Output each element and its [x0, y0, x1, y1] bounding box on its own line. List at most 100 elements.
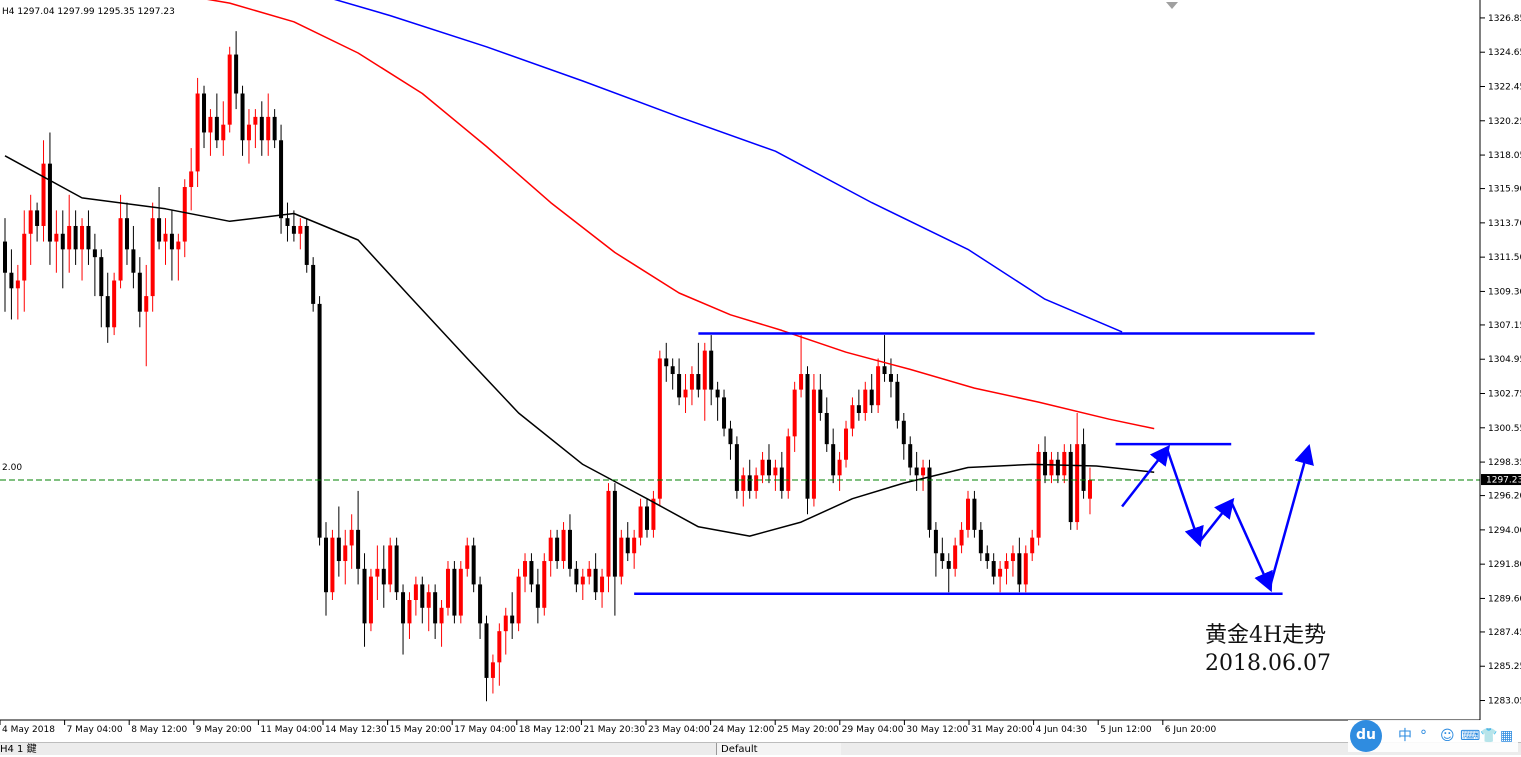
candle-body — [664, 358, 669, 367]
candle — [118, 194, 123, 289]
candle-body — [561, 529, 566, 562]
candle — [189, 148, 194, 211]
candle — [1081, 428, 1086, 499]
candle — [837, 451, 842, 491]
candle — [593, 553, 598, 600]
y-tick-label: 1291.80 — [1488, 560, 1521, 570]
candle-body — [998, 568, 1003, 577]
candle-body — [619, 537, 624, 577]
candle-body — [1049, 459, 1054, 476]
candle-body — [253, 116, 258, 125]
candle-body — [760, 459, 765, 476]
candle-body — [324, 537, 328, 593]
candle — [998, 561, 1003, 593]
candle-body — [272, 116, 277, 141]
candle — [1075, 412, 1080, 530]
moving-average-lines — [4, 0, 1155, 537]
candle-body — [953, 545, 958, 569]
projection-arrow[interactable] — [1198, 497, 1235, 544]
candle-body — [137, 272, 142, 312]
projection-arrow[interactable] — [1268, 444, 1314, 588]
chinese-mode-icon[interactable]: 中 — [1398, 728, 1412, 744]
candle — [73, 210, 78, 265]
candle-body — [1075, 444, 1080, 523]
candle-body — [741, 475, 746, 491]
y-tick-label: 1311.50 — [1488, 253, 1521, 263]
candle — [15, 264, 20, 320]
candle — [542, 553, 547, 616]
candle — [683, 374, 688, 413]
y-tick-label: 1285.25 — [1488, 662, 1521, 672]
candle-body — [157, 218, 162, 242]
candle — [426, 584, 431, 632]
chart-shift-marker-icon[interactable] — [1166, 2, 1178, 9]
candle — [490, 654, 495, 694]
candle — [157, 187, 162, 250]
candle-body — [381, 568, 386, 585]
skin-icon[interactable]: 👕 — [1480, 728, 1498, 744]
candle-body — [921, 467, 926, 476]
candle — [966, 490, 970, 538]
candle-body — [291, 225, 296, 234]
candle-body — [555, 537, 560, 562]
x-tick-label: 23 May 04:00 — [648, 725, 710, 735]
candle — [407, 592, 412, 639]
candle — [535, 568, 540, 624]
candle — [298, 218, 303, 250]
candle-body — [927, 467, 932, 530]
baidu-logo-icon[interactable]: du — [1350, 720, 1382, 752]
candle — [921, 459, 926, 491]
candle — [324, 522, 328, 616]
candle-body — [317, 303, 322, 538]
keyboard-icon[interactable]: ⌨ — [1460, 728, 1481, 744]
candle — [259, 101, 264, 156]
candle-body — [484, 623, 489, 678]
candle — [529, 553, 534, 593]
toolbox-icon[interactable]: ▦ — [1500, 728, 1514, 744]
candle-body — [580, 576, 585, 585]
candle — [824, 397, 829, 452]
annotation-title: 黄金4H走势 — [1205, 623, 1326, 648]
candle — [60, 210, 65, 289]
candle — [1023, 545, 1028, 593]
candle-body — [747, 475, 752, 491]
tab-chart[interactable]: H4 1 鍵 — [0, 744, 37, 755]
candle-body — [792, 389, 797, 437]
candle-body — [105, 296, 110, 328]
candle — [28, 194, 33, 265]
candle — [908, 436, 913, 476]
emoji-icon[interactable]: ☺ — [1440, 728, 1455, 744]
candle-body — [933, 529, 938, 554]
candle-body — [426, 592, 431, 608]
candle — [176, 233, 181, 281]
projection-arrow[interactable] — [1121, 444, 1171, 508]
ma-slow-line — [333, 0, 1123, 333]
projection-arrow[interactable] — [1230, 501, 1273, 593]
candle — [734, 436, 739, 499]
candle — [349, 514, 354, 569]
x-tick-label: 15 May 20:00 — [390, 725, 452, 735]
candle-body — [349, 529, 354, 546]
candle — [516, 568, 521, 632]
candle-body — [471, 545, 476, 585]
candle-body — [542, 561, 547, 608]
candle — [946, 553, 951, 593]
candle — [375, 545, 380, 600]
candle-body — [221, 124, 226, 141]
candle-body — [606, 490, 611, 577]
candle-body — [445, 568, 450, 608]
candle — [760, 451, 765, 484]
projection-arrow[interactable] — [1165, 448, 1204, 548]
candle — [221, 101, 226, 156]
candle-body — [959, 529, 964, 546]
candle-body — [150, 218, 155, 297]
candle-body — [86, 225, 91, 250]
punctuation-icon[interactable]: ° — [1420, 728, 1427, 744]
tab-default[interactable]: Default — [716, 743, 841, 755]
candle — [1049, 451, 1054, 484]
candle — [1068, 444, 1073, 530]
candle — [741, 467, 746, 507]
candle — [291, 210, 296, 242]
candle-body — [1062, 451, 1067, 476]
